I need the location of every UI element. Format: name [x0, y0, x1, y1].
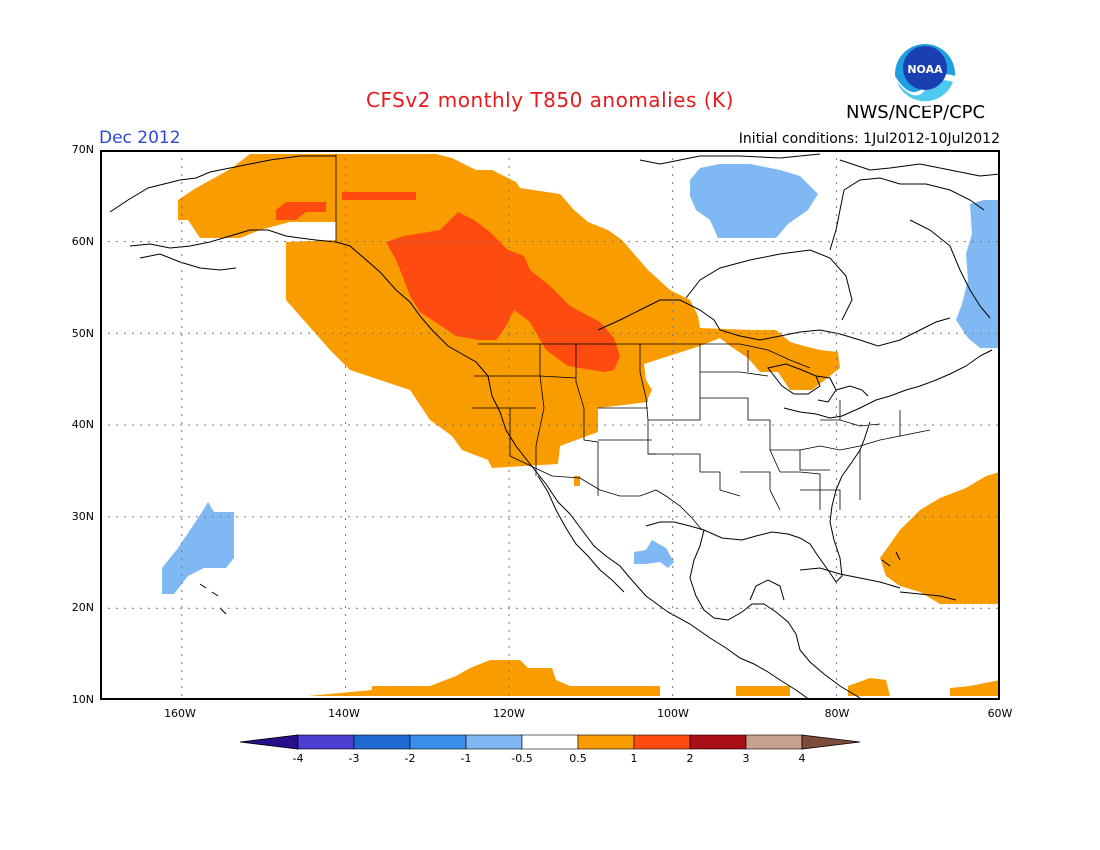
anomaly-map	[100, 150, 1000, 700]
colorbar-label: 2	[686, 752, 694, 765]
colorbar-bin	[409, 734, 467, 750]
cool-anomaly-region	[162, 502, 234, 594]
colorbar-bin	[577, 734, 635, 750]
colorbar-label: -4	[292, 752, 304, 765]
warm-anomaly-region	[736, 686, 790, 696]
agency-label: NWS/NCEP/CPC	[846, 102, 986, 123]
initial-conditions: Initial conditions: 1Jul2012-10Jul2012	[738, 131, 1000, 147]
anomaly-shading	[162, 154, 1000, 696]
lat-label: 50N	[71, 327, 94, 340]
colorbar	[240, 734, 861, 750]
colorbar-bin	[297, 734, 355, 750]
lat-label: 70N	[71, 143, 94, 156]
colorbar-label: 3	[742, 752, 750, 765]
lat-label: 60N	[71, 235, 94, 248]
warm-anomaly-region	[178, 154, 338, 238]
lon-label: 120W	[493, 707, 525, 720]
cool-anomaly-region	[690, 164, 818, 238]
colorbar-bin	[465, 734, 523, 750]
lon-label: 80W	[824, 707, 850, 720]
colorbar-label: -0.5	[511, 752, 533, 765]
warm-anomaly-region	[880, 472, 1000, 604]
noaa-logo-text: NOAA	[907, 63, 943, 76]
colorbar-bin	[745, 734, 803, 750]
colorbar-label: -1	[460, 752, 472, 765]
warm-anomaly-region	[574, 476, 580, 486]
chart-title: CFSv2 monthly T850 anomalies (K)	[366, 88, 734, 112]
noaa-logo: NOAA	[893, 42, 957, 106]
colorbar-high-arrow	[801, 734, 861, 750]
political-borders	[335, 154, 931, 531]
lat-label: 10N	[71, 693, 94, 706]
warm-anomaly-region	[848, 678, 890, 696]
colorbar-low-arrow	[240, 734, 299, 750]
warm-anomaly-region	[950, 680, 1000, 696]
colorbar-label: 4	[798, 752, 806, 765]
coastlines	[109, 153, 1000, 700]
forecast-month: Dec 2012	[99, 128, 181, 148]
map-frame	[100, 150, 1000, 700]
hot-anomaly-region	[276, 202, 326, 220]
hot-anomaly-region	[386, 212, 620, 372]
colorbar-label: -2	[404, 752, 416, 765]
lat-label: 20N	[71, 601, 94, 614]
colorbar-bin	[353, 734, 411, 750]
cool-anomaly-region	[634, 540, 674, 568]
cool-anomaly-region	[956, 200, 1000, 348]
lon-label: 60W	[987, 707, 1013, 720]
lon-label: 160W	[164, 707, 196, 720]
colorbar-bin	[633, 734, 691, 750]
colorbar-bin	[689, 734, 747, 750]
colorbar-label: -3	[348, 752, 360, 765]
lat-label: 30N	[71, 510, 94, 523]
colorbar-label: 1	[630, 752, 638, 765]
hot-anomaly-region	[342, 192, 416, 200]
lon-label: 100W	[657, 707, 689, 720]
colorbar-label: 0.5	[569, 752, 587, 765]
lat-label: 40N	[71, 418, 94, 431]
lon-label: 140W	[328, 707, 360, 720]
colorbar-bin	[521, 734, 579, 750]
graticule	[100, 150, 1000, 700]
warm-anomaly-region	[308, 660, 660, 696]
